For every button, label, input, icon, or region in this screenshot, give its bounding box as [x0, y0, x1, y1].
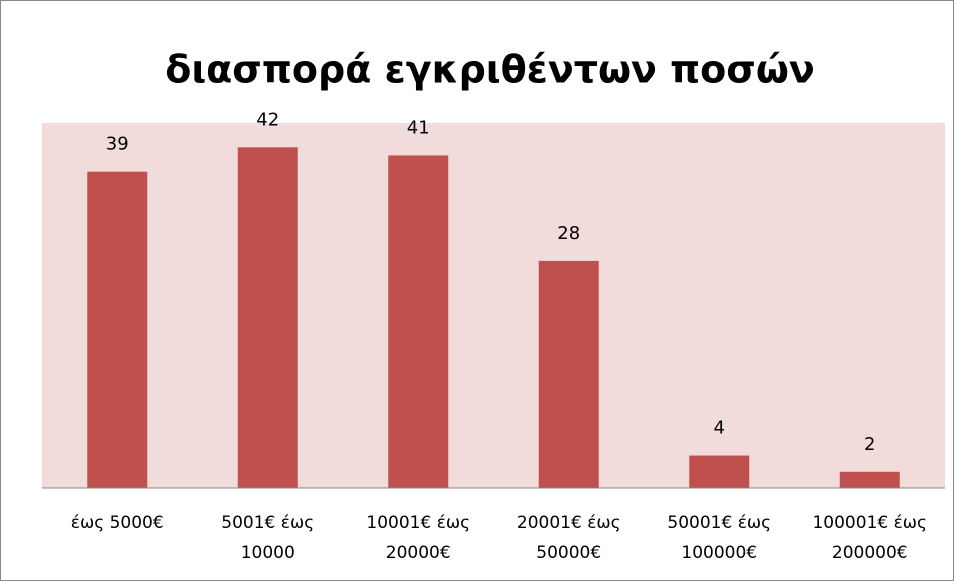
data-label: 39: [106, 134, 129, 155]
bar: [839, 471, 900, 488]
x-tick-label: 100001€ έως 200000€: [812, 513, 928, 563]
bar: [689, 455, 750, 488]
bar: [87, 171, 148, 488]
bar: [388, 155, 449, 488]
plot-area: [42, 123, 945, 488]
x-tick-label: 5001€ έως 10000: [221, 513, 315, 563]
bar: [538, 260, 599, 488]
x-tick-label: 50001€ έως 100000€: [667, 513, 772, 563]
x-tick-label: 20001€ έως 50000€: [516, 513, 621, 563]
data-label: 42: [256, 109, 279, 130]
data-label: 4: [714, 418, 725, 439]
data-label: 41: [407, 117, 430, 138]
bar: [237, 147, 298, 489]
chart-title: διασπορά εγκριθέντων ποσών: [165, 48, 815, 92]
data-label: 2: [864, 434, 875, 455]
x-tick-label: έως 5000€: [70, 513, 164, 533]
data-label: 28: [557, 223, 580, 244]
x-tick-label: 10001€ έως 20000€: [366, 513, 471, 563]
